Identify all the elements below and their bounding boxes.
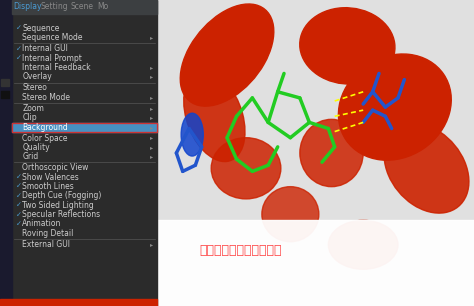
Text: ▸: ▸ [149,95,153,100]
Text: Specular Reflections: Specular Reflections [22,210,100,219]
Text: 微信公众号：生物信息云: 微信公众号：生物信息云 [199,244,282,257]
Bar [1,79,9,86]
Bar [1,91,9,98]
Text: ✓: ✓ [16,211,21,218]
Bar [12,123,157,132]
Ellipse shape [300,119,363,187]
Bar [12,123,157,132]
Text: Clip: Clip [22,113,37,122]
Ellipse shape [384,124,469,213]
Text: ✓: ✓ [16,202,21,208]
Text: Internal GUI: Internal GUI [22,44,68,54]
Text: ✓: ✓ [16,193,21,199]
Text: Grid: Grid [22,152,38,161]
Bar [157,220,474,306]
Text: ▸: ▸ [149,35,153,40]
Bar [0,0,157,306]
Text: Display: Display [13,2,42,11]
Text: Color Space: Color Space [22,133,68,143]
Text: Sequence: Sequence [22,24,60,33]
Text: ✓: ✓ [16,55,21,61]
Text: ▸: ▸ [149,106,153,111]
Text: Show Valences: Show Valences [22,173,79,182]
Ellipse shape [338,54,451,160]
Ellipse shape [180,4,274,106]
Text: ✓: ✓ [16,174,21,180]
Bar [157,0,474,306]
Text: Overlay: Overlay [22,72,52,81]
Ellipse shape [211,138,281,199]
Bar [0,0,12,306]
Text: ▸: ▸ [149,154,153,159]
Text: ✓: ✓ [16,183,21,189]
Text: External GUI: External GUI [22,240,70,249]
Text: Orthoscopic View: Orthoscopic View [22,163,89,172]
Text: Mo: Mo [97,2,109,11]
Text: ▸: ▸ [149,115,153,120]
Text: ▸: ▸ [149,125,153,130]
Text: ▸: ▸ [149,145,153,150]
Ellipse shape [181,113,203,156]
Text: ▸: ▸ [149,65,153,70]
Text: Scene: Scene [70,2,93,11]
Text: Internal Feedback: Internal Feedback [22,63,91,72]
Text: Stereo: Stereo [22,83,47,92]
Text: Background: Background [22,123,68,132]
Text: ▸: ▸ [149,242,153,247]
Text: Depth Cue (Fogging): Depth Cue (Fogging) [22,191,101,200]
Text: ✓: ✓ [16,25,21,31]
Ellipse shape [328,220,398,269]
Bar [0,299,157,306]
Text: Setting: Setting [40,2,68,11]
Text: Stereo Mode: Stereo Mode [22,93,70,102]
Text: Sequence Mode: Sequence Mode [22,33,83,43]
Text: Two Sided Lighting: Two Sided Lighting [22,200,94,210]
Text: Quality: Quality [22,143,50,152]
Text: Roving Detail: Roving Detail [22,229,73,238]
Text: ✓: ✓ [16,221,21,227]
Text: ▸: ▸ [149,74,153,79]
Text: Internal Prompt: Internal Prompt [22,54,82,63]
Text: Animation: Animation [22,219,62,228]
Ellipse shape [262,187,319,242]
Ellipse shape [184,71,245,162]
Text: Smooth Lines: Smooth Lines [22,182,74,191]
Bar [12,0,157,14]
Ellipse shape [300,8,395,84]
Text: ✓: ✓ [16,46,21,52]
Text: ▸: ▸ [149,136,153,140]
Text: Zoom: Zoom [22,104,44,113]
